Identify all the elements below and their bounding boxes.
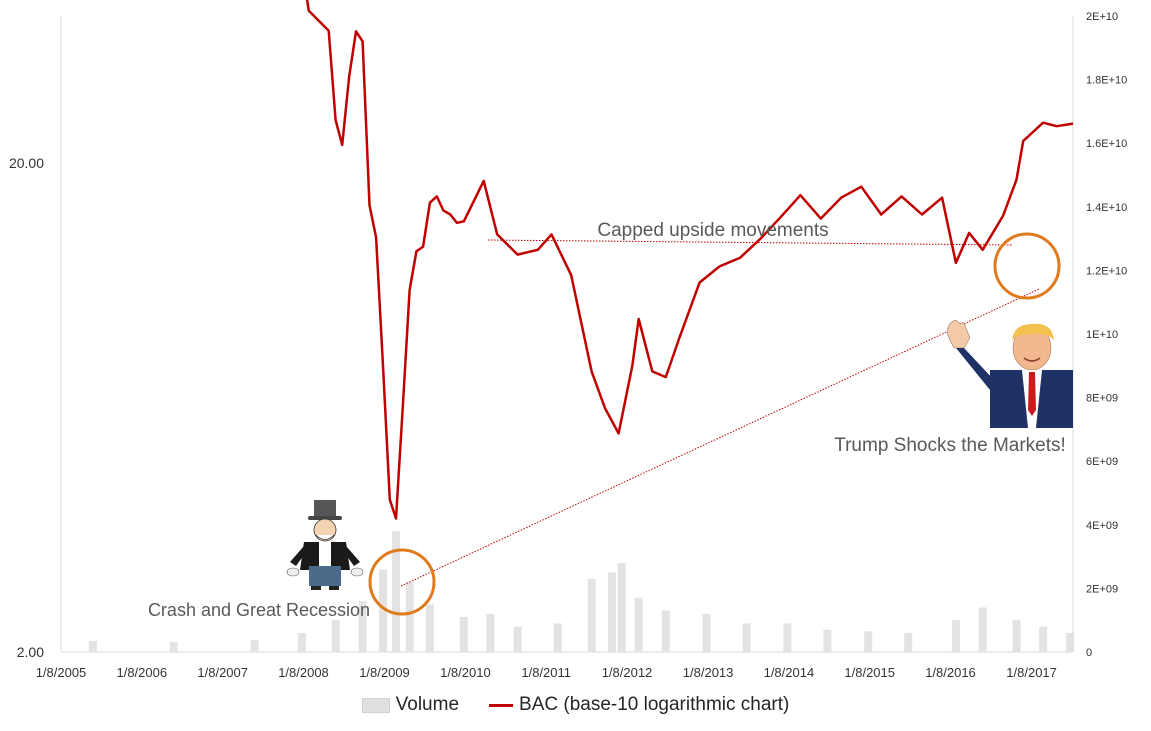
volume-bar [823,629,832,652]
volume-bar [702,613,711,652]
y-right-tick-label: 2E+09 [1086,583,1118,595]
x-tick-label: 1/8/2015 [844,665,895,680]
bac-line-layer [305,0,1074,520]
legend-item-volume[interactable]: Volume [361,694,460,716]
bac-swatch-icon [489,703,514,707]
annotation-crash: Crash and Great Recession [148,600,370,620]
volume-bar [513,626,522,652]
volume-bar [587,578,596,652]
volume-bar [978,607,987,652]
x-tick-label: 1/8/2006 [116,665,167,680]
volume-bar [459,617,468,652]
volume-bar [379,569,387,652]
crash-circle [368,548,436,616]
x-tick-label: 1/8/2014 [764,665,815,680]
y-right-tick-label: 1.4E+10 [1086,202,1127,214]
volume-bar [331,620,340,652]
volume-bar [1066,632,1075,652]
x-tick-label: 1/8/2012 [602,665,653,680]
volume-bar [617,563,626,652]
y-right-tick-label: 1.6E+10 [1086,138,1127,150]
x-tick-label: 1/8/2016 [925,665,976,680]
volume-bar [250,639,259,652]
support-trend-line [400,288,1040,587]
bac-chart: 1/8/2005 1/8/2006 1/8/2007 1/8/2008 1/8/2009… [9,0,1127,680]
x-tick-label: 1/8/2007 [197,665,248,680]
trump-waving-illustration [947,320,1073,428]
y-right-tick-label: 1E+10 [1086,329,1118,341]
volume-bar [169,641,178,652]
legend-item-bac[interactable]: BAC (base-10 logarithmic chart) [489,694,789,716]
annotation-trump: Trump Shocks the Markets! [834,435,1066,456]
y-right-tick-label: 1.8E+10 [1086,75,1127,87]
volume-bar [634,597,643,652]
volume-bar [486,613,495,652]
y-right-tick-label: 0 [1086,647,1092,659]
volume-bar [783,623,792,652]
volume-bar [951,620,960,652]
y-left-tick-label: 2.00 [17,644,44,660]
x-tick-label: 1/8/2008 [278,665,329,680]
volume-bar [358,601,367,652]
volume-bar [88,640,97,652]
x-tick-label: 1/8/2013 [683,665,734,680]
volume-swatch-icon [361,697,390,713]
legend-label-bac: BAC (base-10 logarithmic chart) [519,694,790,715]
volume-bar [742,623,751,652]
axis-labels: 1/8/2005 1/8/2006 1/8/2007 1/8/2008 1/8/2009… [9,11,1127,680]
volume-bar [405,582,414,652]
volume-bar [425,604,434,652]
volume-bar [864,631,873,652]
y-right-tick-label: 8E+09 [1086,393,1118,405]
legend-label-volume: Volume [395,694,460,715]
y-left-tick-label: 20.00 [9,155,44,171]
y-right-tick-label: 1.2E+10 [1086,265,1127,277]
trump-circle [993,232,1061,300]
x-tick-label: 1/8/2011 [521,665,571,680]
volume-bar [1012,620,1021,652]
x-tick-label: 1/8/2009 [359,665,410,680]
volume-bar [904,632,913,652]
y-right-tick-label: 2E+10 [1086,11,1118,23]
monopoly-man-illustration [286,500,364,590]
volume-bar [553,623,562,652]
annotation-capped: Capped upside movements [597,220,828,241]
volume-bar [297,632,306,652]
legend: Volume BAC (base-10 logarithmic chart) [0,690,1151,720]
y-right-tick-label: 6E+09 [1086,456,1118,468]
capped-resistance-line [487,239,1013,246]
x-tick-label: 1/8/2010 [440,665,491,680]
volume-bar [1039,626,1048,652]
bac-price-line [305,0,1074,520]
x-tick-label: 1/8/2005 [36,665,87,680]
volume-bar [661,610,670,652]
volume-bar [392,531,400,652]
x-tick-label: 1/8/2017 [1006,665,1057,680]
y-right-tick-label: 4E+09 [1086,520,1118,532]
volume-bar [608,572,616,652]
volume-bars [88,531,1075,652]
